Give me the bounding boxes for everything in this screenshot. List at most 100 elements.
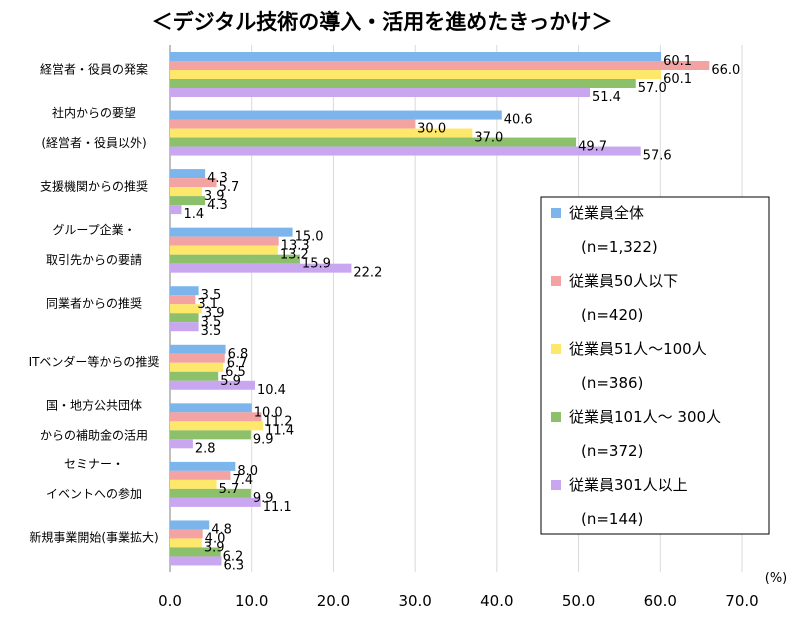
x-tick-label: 0.0: [158, 592, 182, 610]
data-label: 3.1: [197, 297, 218, 312]
legend-entry: 従業員301人以上: [569, 476, 688, 494]
category-label: からの補助金の活用: [40, 428, 148, 443]
data-label: 66.0: [711, 63, 740, 78]
bar: [170, 479, 217, 489]
data-label: 8.0: [237, 464, 258, 479]
bar: [170, 295, 196, 305]
data-label: 6.5: [225, 365, 246, 380]
category-label: セミナー・: [64, 457, 124, 471]
category-label: 国・地方公共団体: [46, 398, 142, 413]
x-tick-label: 60.0: [644, 592, 677, 610]
bar: [170, 380, 255, 390]
data-label: 10.0: [254, 405, 283, 420]
category-label: イベントへの参加: [46, 486, 142, 501]
bar: [170, 488, 251, 498]
category-label: 新規事業開始(事業拡大): [29, 530, 158, 545]
legend-entry: 従業員101人～ 300人: [569, 408, 721, 426]
bar: [170, 412, 262, 422]
legend-box: [540, 196, 770, 535]
legend-sample-size: (n=144): [581, 510, 643, 528]
bar: [170, 196, 206, 206]
bar: [170, 322, 199, 332]
bar: [170, 421, 264, 431]
data-label: 4.0: [205, 531, 226, 546]
data-label: 3.5: [201, 288, 222, 303]
bar: [170, 137, 577, 147]
bar: [170, 88, 591, 97]
bar: [170, 538, 202, 548]
bar: [170, 178, 217, 188]
data-label: 4.3: [207, 171, 228, 186]
legend-sample-size: (n=420): [581, 306, 643, 324]
bar: [170, 547, 221, 557]
data-label: 3.9: [204, 306, 225, 321]
legend-swatch: [551, 412, 561, 422]
bar: [170, 470, 231, 480]
x-tick-label: 50.0: [562, 592, 595, 610]
legend-swatch: [551, 208, 561, 218]
category-label: ITベンダー等からの推奨: [29, 354, 160, 369]
data-label: 22.2: [353, 266, 382, 281]
bar: [170, 52, 662, 61]
data-label: 60.1: [663, 54, 692, 69]
legend-swatch: [551, 480, 561, 490]
bar: [170, 110, 502, 120]
bar: [170, 286, 199, 296]
legend-swatch: [551, 276, 561, 286]
data-label: 4.8: [211, 522, 232, 537]
data-label: 7.4: [232, 473, 253, 488]
category-label: (経営者・役員以外): [41, 135, 146, 150]
bar: [170, 254, 300, 264]
legend-entry: 従業員51人～100人: [569, 340, 707, 358]
bar: [170, 362, 224, 372]
x-tick-label: 70.0: [725, 592, 758, 610]
bar: [170, 403, 252, 413]
x-tick-label: 30.0: [398, 592, 431, 610]
bar: [170, 205, 182, 215]
data-labels: 60.166.060.157.051.440.630.037.049.757.6…: [183, 54, 740, 573]
bar: [170, 461, 236, 471]
unit-label: (%): [765, 571, 788, 586]
data-label: 9.9: [253, 432, 274, 447]
legend-sample-size: (n=386): [581, 374, 643, 392]
data-label: 13.2: [280, 248, 309, 263]
bar: [170, 263, 352, 273]
bars: [170, 52, 710, 566]
category-label: 経営者・役員の発案: [40, 61, 148, 76]
data-label: 6.7: [227, 356, 248, 371]
legend-entry: 従業員全体: [569, 204, 644, 222]
bar: [170, 70, 662, 79]
bar: [170, 520, 210, 530]
data-label: 3.9: [204, 189, 225, 204]
data-label: 4.3: [207, 198, 228, 213]
bar: [170, 236, 279, 246]
data-label: 15.9: [302, 257, 331, 272]
bar: [170, 227, 293, 237]
data-label: 3.9: [204, 540, 225, 555]
data-label: 40.6: [504, 113, 533, 128]
bar: [170, 353, 225, 363]
data-label: 3.5: [201, 324, 222, 339]
data-label: 5.7: [219, 482, 240, 497]
data-label: 10.4: [257, 383, 286, 398]
bar: [170, 245, 278, 255]
data-label: 6.2: [223, 549, 244, 564]
data-label: 9.9: [253, 491, 274, 506]
data-label: 60.1: [663, 72, 692, 87]
data-label: 11.2: [264, 414, 293, 429]
data-label: 1.4: [183, 207, 204, 222]
bar: [170, 79, 636, 88]
data-label: 37.0: [474, 131, 503, 146]
legend-sample-size: (n=1,322): [581, 238, 658, 256]
bar: [170, 128, 473, 138]
data-label: 11.4: [265, 423, 294, 438]
x-axis-ticks: 0.0 10.0 20.0 30.0 40.0 50.0 60.0 70.0: [158, 592, 759, 610]
category-label: 同業者からの推奨: [46, 297, 142, 311]
bar: [170, 529, 203, 539]
data-label: 5.7: [219, 180, 240, 195]
bar: [170, 187, 202, 197]
category-label: 支援機関からの推奨: [40, 178, 148, 193]
bar: [170, 344, 226, 354]
data-label: 49.7: [578, 140, 607, 155]
